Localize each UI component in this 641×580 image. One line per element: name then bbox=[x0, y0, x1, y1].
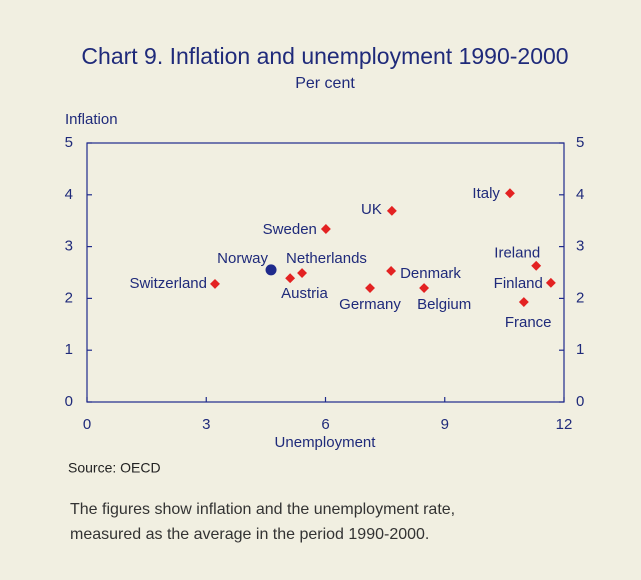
x-tick-label: 6 bbox=[321, 416, 329, 433]
point bbox=[386, 205, 397, 216]
x-tick-label: 3 bbox=[202, 416, 210, 433]
y2-tick-label: 3 bbox=[576, 238, 584, 255]
y2-tick-label: 0 bbox=[576, 393, 584, 410]
y-tick-label: 5 bbox=[65, 134, 73, 151]
y-axis-label: Inflation bbox=[65, 111, 118, 128]
note-line: measured as the average in the period 19… bbox=[70, 526, 429, 543]
point bbox=[365, 283, 375, 293]
y2-tick-label: 2 bbox=[576, 289, 584, 306]
source: Source: OECD bbox=[68, 460, 161, 476]
point-label: Austria bbox=[281, 285, 328, 302]
point-label: Netherlands bbox=[286, 250, 367, 267]
point bbox=[545, 277, 556, 288]
y2-tick-label: 5 bbox=[576, 134, 584, 151]
x-axis-label: Unemployment bbox=[275, 434, 377, 451]
y-tick-label: 4 bbox=[65, 186, 73, 203]
point bbox=[265, 264, 277, 276]
point-label: Belgium bbox=[417, 296, 471, 313]
note-line: The figures show inflation and the unemp… bbox=[70, 501, 455, 518]
point bbox=[210, 278, 220, 289]
point-label: Ireland bbox=[494, 245, 540, 262]
point-label: Norway bbox=[217, 250, 268, 267]
point bbox=[419, 283, 430, 293]
point-label: Germany bbox=[339, 296, 401, 313]
y-tick-label: 1 bbox=[65, 341, 73, 358]
chart-title: Chart 9. Inflation and unemployment 1990… bbox=[81, 43, 568, 69]
point bbox=[297, 268, 307, 278]
point bbox=[285, 273, 296, 284]
point-label: Italy bbox=[472, 185, 500, 202]
point-label: France bbox=[505, 314, 552, 331]
point-label: Denmark bbox=[400, 265, 461, 282]
x-tick-label: 9 bbox=[441, 416, 449, 433]
x-tick-label: 12 bbox=[556, 416, 573, 433]
y2-tick-label: 1 bbox=[576, 341, 584, 358]
point bbox=[518, 297, 529, 307]
point-label: UK bbox=[361, 201, 382, 218]
point bbox=[320, 224, 331, 234]
x-tick-label: 0 bbox=[83, 416, 91, 433]
point bbox=[531, 260, 542, 271]
y-tick-label: 2 bbox=[65, 289, 73, 306]
point bbox=[386, 265, 397, 276]
y-tick-label: 0 bbox=[65, 393, 73, 410]
y-tick-label: 3 bbox=[65, 238, 73, 255]
point-label: Sweden bbox=[263, 221, 317, 238]
y2-tick-label: 4 bbox=[576, 186, 584, 203]
point-label: Switzerland bbox=[129, 275, 207, 292]
chart-subtitle: Per cent bbox=[295, 75, 355, 92]
point-label: Finland bbox=[494, 275, 543, 292]
point bbox=[504, 188, 515, 199]
